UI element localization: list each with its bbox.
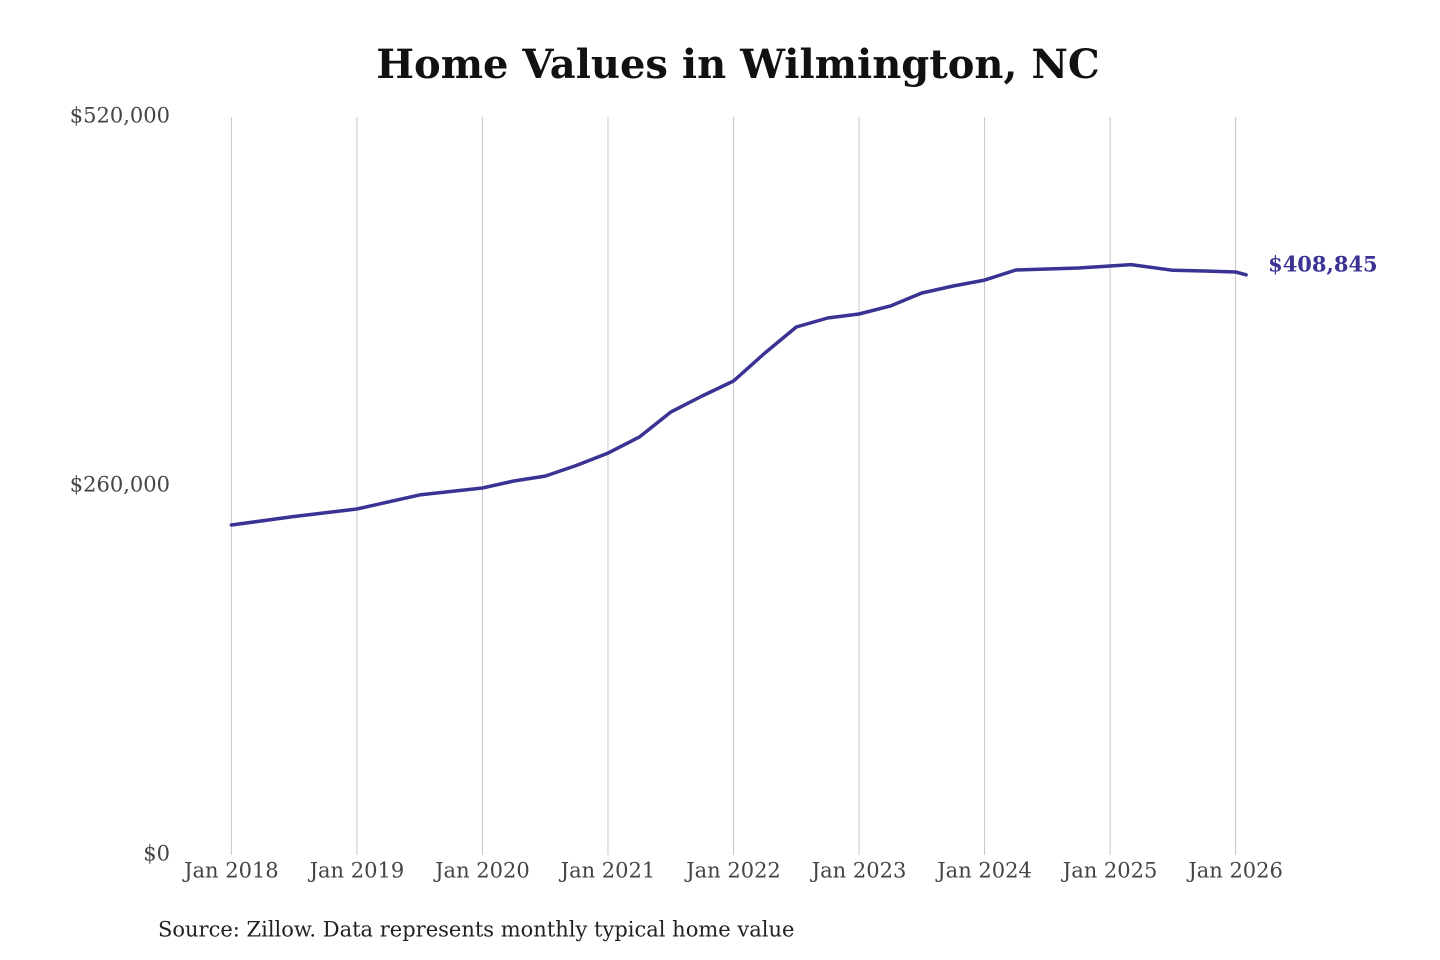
y-tick-label: $0 (143, 842, 170, 866)
value-label: $408,845 (1268, 251, 1378, 276)
line-series (229, 262, 1248, 527)
x-tick-label: Jan 2024 (935, 859, 1032, 883)
x-tick-label: Jan 2022 (684, 859, 781, 883)
x-tick-label: Jan 2025 (1061, 859, 1158, 883)
chart-title: Home Values in Wilmington, NC (376, 41, 1100, 88)
x-tick-label: Jan 2023 (810, 859, 907, 883)
source-note: Source: Zillow. Data represents monthly … (158, 918, 794, 942)
x-tick-label: Jan 2026 (1186, 859, 1283, 883)
x-tick-label: Jan 2019 (308, 859, 405, 883)
x-tick-label: Jan 2021 (559, 859, 656, 883)
x-tick-label: Jan 2018 (182, 859, 279, 883)
y-tick-label: $260,000 (70, 473, 170, 497)
y-tick-label: $520,000 (70, 104, 170, 128)
x-tick-label: Jan 2020 (433, 859, 530, 883)
